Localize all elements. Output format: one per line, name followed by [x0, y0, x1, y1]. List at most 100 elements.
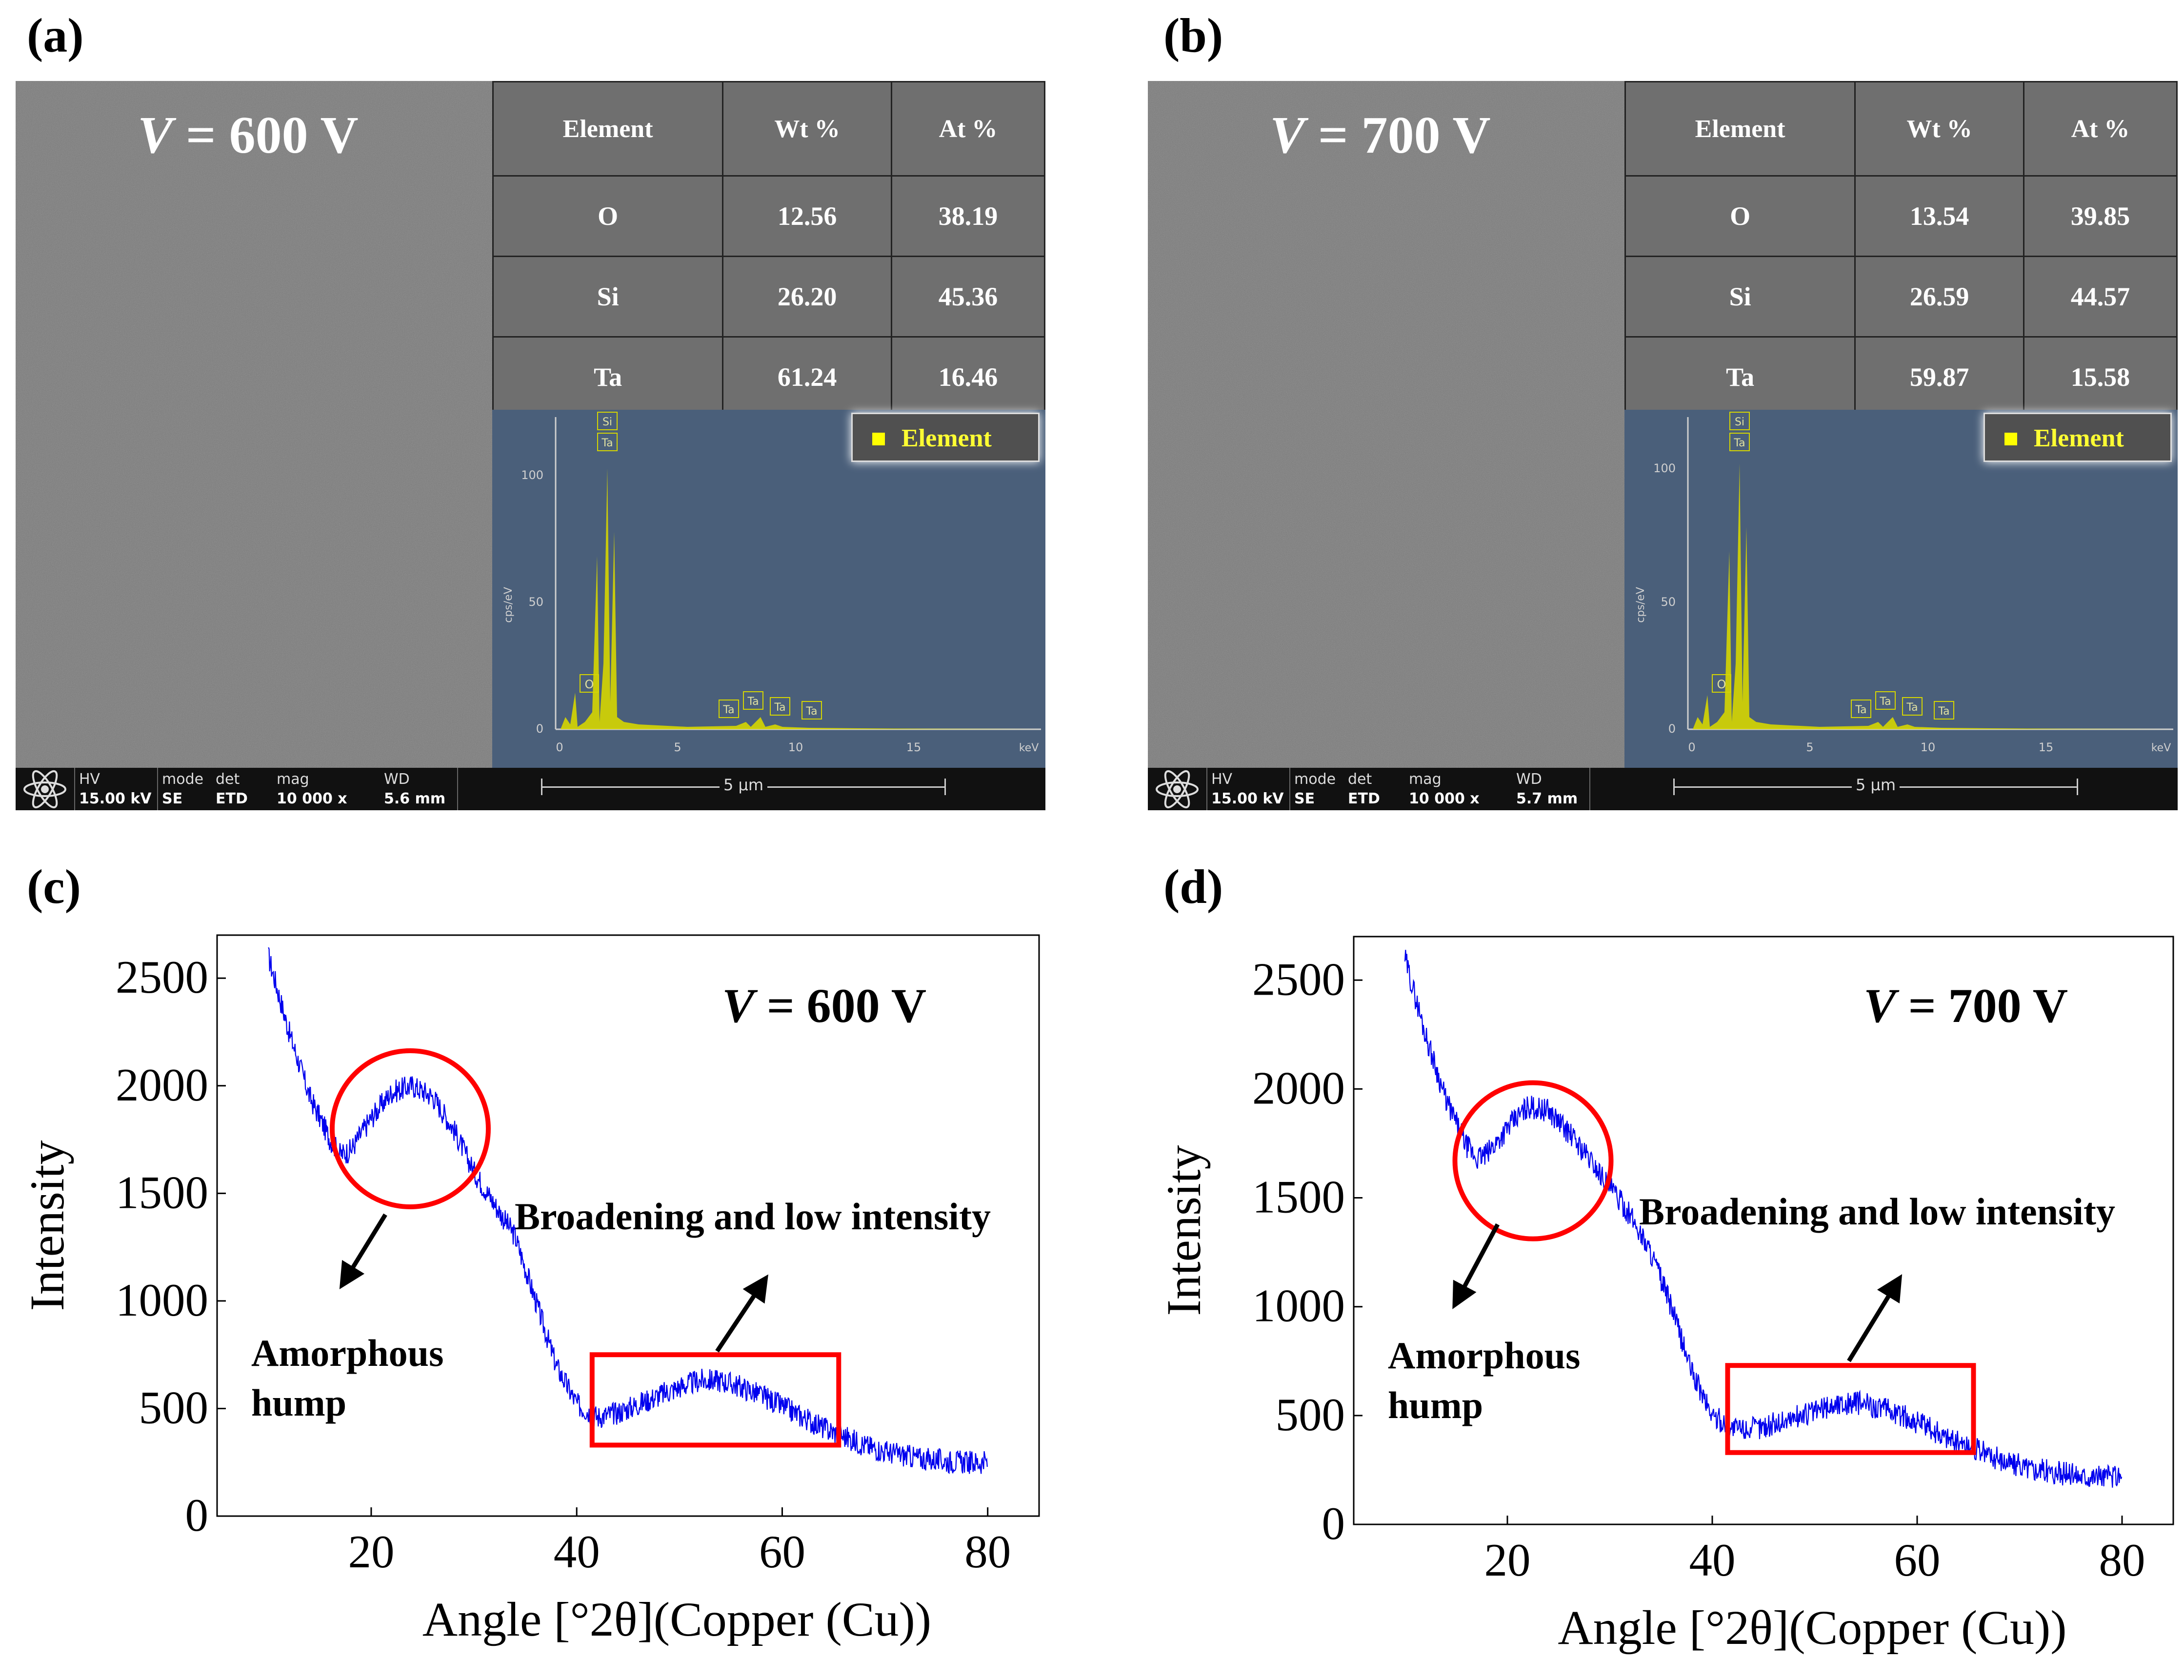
arrow-icon: [339, 1213, 387, 1289]
det-value: ETD: [1348, 790, 1380, 807]
peak-label-ta: Ta: [601, 437, 613, 449]
scale-bar: 5 µm: [541, 776, 946, 795]
hv-value: 15.00 kV: [79, 790, 152, 807]
voltage-annotation: V = 700 V: [1863, 979, 2068, 1033]
mag-label: mag: [1409, 771, 1442, 788]
col-header-element: Element: [1624, 81, 1856, 177]
legend-label: Element: [2034, 424, 2124, 452]
x-tick: 5: [1806, 740, 1813, 754]
peak-label-ta: Ta: [722, 704, 734, 716]
spectrum-peaks: [561, 468, 1041, 729]
wd-value: 5.7 mm: [1516, 790, 1578, 807]
wd-value: 5.6 mm: [384, 790, 446, 807]
wd-label: WD: [384, 771, 410, 788]
mag-value: 10 000 x: [1409, 790, 1480, 807]
peak-label-si: Si: [602, 416, 612, 428]
hv-label: HV: [79, 771, 100, 788]
x-tick: 15: [906, 740, 922, 754]
cell: 26.59: [1854, 256, 2024, 338]
sem-image-b: V = 700 V Element Wt % At % O 13.54 39.8…: [1148, 81, 2178, 810]
x-tick: 0: [556, 740, 563, 754]
peak-label-ta: Ta: [805, 705, 817, 718]
y-tick-label: 1000: [116, 1274, 208, 1326]
xrd-chart-c: 0 500 1000 1500 2000 2500 20 40 60 80 Angle [°2θ](…: [20, 934, 1040, 1646]
table-row: Si 26.20 45.36: [492, 256, 1045, 338]
table-row: O 12.56 38.19: [492, 175, 1045, 257]
broadening-rectangle: [589, 1352, 842, 1448]
sem-databar-a: HV 15.00 kV mode SE det ETD mag 10 000 x WD 5…: [16, 768, 1045, 810]
xrd-chart-d: 0 500 1000 1500 2000 2500 20 40 60 80 Angle [°2θ](…: [1157, 936, 2174, 1655]
x-tick-label: 60: [1894, 1534, 1941, 1586]
mag-label: mag: [277, 771, 309, 788]
cell: Ta: [1624, 336, 1856, 418]
cell: 12.56: [722, 175, 892, 257]
panel-label-d: (d): [1163, 860, 1223, 914]
y-tick-label: 0: [185, 1489, 209, 1541]
arrow-icon: [1452, 1223, 1500, 1309]
cell: 26.20: [722, 256, 892, 338]
y-tick-label: 500: [139, 1381, 209, 1433]
det-value: ETD: [216, 790, 248, 807]
eds-spectrum-b: 0 50 100 cps/eV 0 5 10 15 keV O Si Ta Ta…: [1624, 410, 2178, 768]
table-row: Si 26.59 44.57: [1624, 256, 2178, 338]
peak-label-ta: Ta: [1938, 705, 1949, 718]
x-tick-label: 80: [2099, 1534, 2145, 1586]
hv-value: 15.00 kV: [1211, 790, 1284, 807]
y-tick-label: 1000: [1252, 1280, 1345, 1332]
y-tick-label: 2500: [116, 951, 208, 1003]
peak-label-ta: Ta: [1879, 696, 1891, 708]
scale-bar-label: 5 µm: [719, 776, 768, 794]
broadening-label: Broadening and low intensity: [515, 1195, 991, 1238]
y-tick-label: 1500: [1252, 1171, 1345, 1223]
x-tick-label: 20: [348, 1526, 394, 1578]
amorphous-label: Amorphous: [251, 1332, 443, 1374]
peak-label-o: O: [585, 678, 594, 691]
sem-databar-b: HV 15.00 kV mode SE det ETD mag 10 000 x WD 5…: [1148, 768, 2178, 810]
legend-swatch: [2004, 433, 2017, 445]
det-label: det: [216, 771, 240, 788]
x-tick-label: 80: [964, 1526, 1011, 1578]
x-tick: 10: [1921, 740, 1936, 754]
plot-frame: [216, 934, 1040, 1517]
amorphous-label: Amorphous: [1388, 1334, 1580, 1377]
peak-label-ta: Ta: [1733, 437, 1745, 449]
amorphous-hump-circle: [329, 1048, 491, 1209]
panel-label-c: (c): [27, 860, 81, 914]
x-tick-label: 60: [759, 1526, 805, 1578]
x-tick: 15: [2039, 740, 2054, 754]
cell: O: [1624, 175, 1856, 257]
panel-label-a: (a): [27, 8, 84, 62]
spectrum-plot: 0 50 100 cps/eV 0 5 10 15 keV O Si Ta Ta…: [1635, 412, 2173, 754]
amorphous-hump-circle: [1452, 1080, 1614, 1241]
arrow-icon: [1847, 1274, 1903, 1362]
panel-label-b: (b): [1163, 8, 1223, 62]
atom-icon: [16, 768, 75, 810]
y-tick: 0: [1668, 722, 1676, 736]
peak-label-ta: Ta: [747, 696, 759, 708]
wd-label: WD: [1516, 771, 1542, 788]
cell: 39.85: [2023, 175, 2178, 257]
x-tick-label: 40: [554, 1526, 600, 1578]
spectrum-legend: Element: [1984, 413, 2172, 462]
y-tick-label: 1500: [116, 1166, 208, 1218]
peak-label-ta: Ta: [1855, 704, 1866, 716]
hump-label: hump: [251, 1381, 346, 1424]
hump-label: hump: [1388, 1384, 1483, 1426]
col-header-wt: Wt %: [1854, 81, 2024, 177]
mode-value: SE: [1294, 790, 1315, 807]
arrow-icon: [715, 1274, 768, 1353]
cell: Si: [492, 256, 724, 338]
x-tick-label: 20: [1484, 1534, 1531, 1586]
y-tick-label: 2500: [1252, 953, 1345, 1005]
broadening-label: Broadening and low intensity: [1639, 1190, 2115, 1233]
eds-spectrum-a: 0 50 100 cps/eV 0 5 10 15 keV O Si Ta Ta…: [492, 410, 1045, 768]
plot-frame: [1353, 936, 2174, 1525]
cell: Ta: [492, 336, 724, 418]
spectrum-plot: 0 50 100 cps/eV 0 5 10 15 keV O Si Ta Ta…: [502, 412, 1041, 754]
mode-label: mode: [162, 771, 204, 788]
x-tick: 0: [1688, 740, 1695, 754]
y-tick: 50: [1661, 595, 1676, 609]
sem-image-a: V = 600 V Element Wt % At % O 12.56 38.1…: [16, 81, 1045, 810]
cell: 61.24: [722, 336, 892, 418]
peak-label-si: Si: [1735, 416, 1744, 428]
